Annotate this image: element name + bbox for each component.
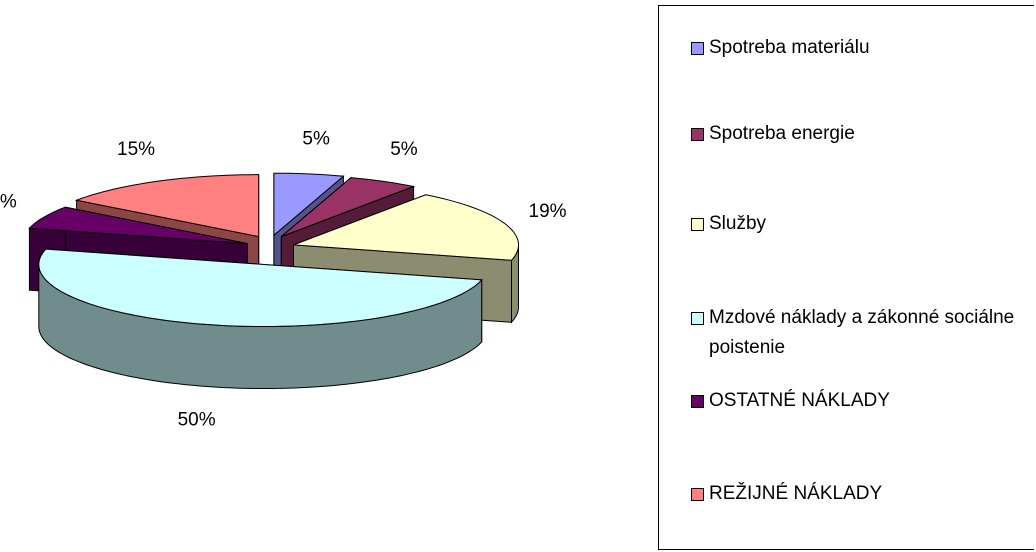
slice-top xyxy=(273,172,345,237)
legend-swatch xyxy=(691,488,704,501)
legend-label: Mzdové náklady a zákonné sociálne poiste… xyxy=(709,307,1015,358)
legend-item: Spotreba materiálu xyxy=(689,33,1036,63)
legend-label: Služby xyxy=(709,213,767,234)
slice-top xyxy=(74,174,260,238)
slice-top xyxy=(28,206,248,245)
data-label: 5% xyxy=(302,128,330,149)
data-label: 50% xyxy=(178,409,216,430)
legend-swatch xyxy=(691,395,704,408)
legend-label: REŽIJNÉ NÁKLADY xyxy=(709,483,883,504)
chart: 5% 5% 19% 50% 6% 15% xyxy=(0,128,567,430)
slice-top xyxy=(280,177,416,238)
slice xyxy=(38,248,483,389)
legend-label: Spotreba materiálu xyxy=(709,37,870,58)
data-label: 15% xyxy=(117,139,155,160)
legend-item: REŽIJNÉ NÁKLADY xyxy=(689,479,1036,509)
legend-label: Spotreba energie xyxy=(709,123,855,144)
legend-swatch xyxy=(691,42,704,55)
legend-swatch xyxy=(691,312,704,325)
legend: Spotreba materiálu Spotreba energie Služby… xyxy=(658,5,1034,550)
slice-top xyxy=(38,248,483,327)
legend-item: Spotreba energie xyxy=(689,119,1036,149)
legend-swatch xyxy=(691,128,704,141)
data-label: 19% xyxy=(529,201,567,222)
slice-top xyxy=(293,194,519,261)
legend-label: OSTATNÉ NÁKLADY xyxy=(709,390,890,411)
legend-swatch xyxy=(691,218,704,231)
legend-item: Mzdové náklady a zákonné sociálne poiste… xyxy=(689,303,1036,363)
legend-item: Služby xyxy=(689,209,1036,239)
data-label: 6% xyxy=(0,191,17,212)
legend-item: OSTATNÉ NÁKLADY xyxy=(689,386,1036,416)
data-label: 5% xyxy=(390,139,418,160)
